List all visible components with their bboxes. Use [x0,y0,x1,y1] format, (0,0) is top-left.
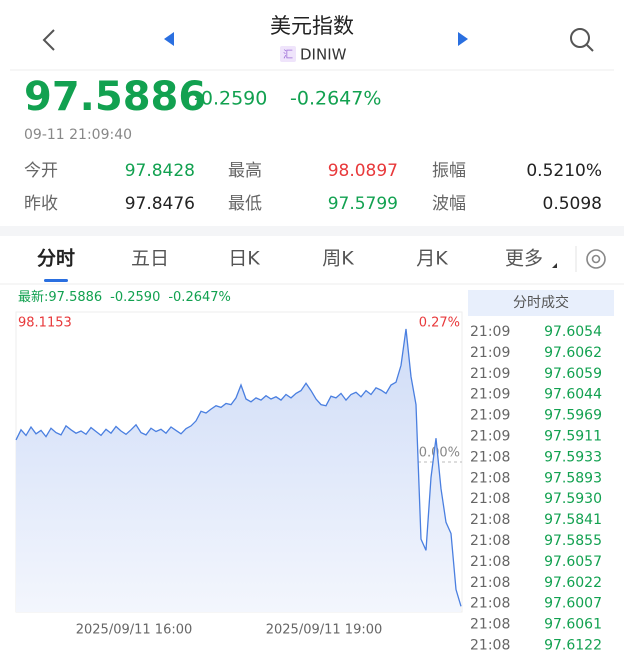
price-line [15,328,462,607]
trade-price: 97.6122 [544,638,602,654]
trade-price: 97.6007 [544,596,602,612]
next-button[interactable] [458,32,468,46]
trade-time: 21:08 [470,449,510,465]
stat-value: 97.5799 [328,194,398,214]
stat-label: 最高 [228,161,262,181]
ticker-code: DINIW [300,46,347,64]
trade-price: 97.5855 [544,533,602,549]
last-price: 97.5886 [24,74,206,120]
trade-price: 97.5969 [544,408,602,424]
trade-price: 97.6059 [544,366,602,382]
trade-time: 21:09 [470,387,510,403]
trade-time: 21:08 [470,470,510,486]
prev-button[interactable] [164,32,174,46]
market-icon: 汇 [283,48,293,61]
stat-label: 今开 [24,161,58,181]
trade-time: 21:08 [470,491,510,507]
dropdown-caret [552,263,557,268]
stat-label: 波幅 [432,194,466,214]
trades-title: 分时成交 [513,294,569,311]
y-tick-label: 98.1153 [18,316,72,331]
stat-value: 97.8428 [125,161,195,181]
x-tick-label: 2025/09/11 19:00 [266,623,383,638]
summary-part: -0.2647% [168,290,231,305]
summary-part: 97.5886 [48,290,102,305]
pct-tick-label: 0.00% [419,446,460,461]
trade-price: 97.6044 [544,387,602,403]
trade-time: 21:09 [470,429,510,445]
tab[interactable]: 更多 [505,248,543,270]
price-change: -0.2590 [194,88,267,110]
tab[interactable]: 周K [322,248,354,270]
latest-summary: 最新:97.5886 -0.2590 -0.2647% [18,289,231,305]
trade-price: 97.5930 [544,491,602,507]
trade-price: 97.6062 [544,345,602,361]
trade-time: 21:08 [470,638,510,654]
trade-price: 97.6022 [544,575,602,591]
stat-label: 振幅 [432,161,466,181]
stat-value: 0.5098 [543,194,602,214]
trade-price: 97.5841 [544,512,602,528]
market-badge [280,46,296,62]
x-tick-label: 2025/09/11 16:00 [76,623,193,638]
trade-price: 97.5933 [544,449,602,465]
quote-time: 09-11 21:09:40 [24,127,132,143]
settings-button[interactable] [586,249,606,269]
trade-time: 21:08 [470,575,510,591]
stat-value: 97.8476 [125,194,195,214]
trades-header-bg [468,290,614,316]
stat-value: 0.5210% [526,161,602,181]
tab[interactable]: 五日 [131,248,169,270]
trade-price: 97.5911 [544,429,602,445]
stat-label: 最低 [228,194,262,214]
trade-time: 21:08 [470,617,510,633]
trade-price: 97.5893 [544,470,602,486]
active-tab-indicator [44,279,68,282]
trade-time: 21:09 [470,408,510,424]
stat-label: 昨收 [24,194,58,214]
tab[interactable]: 日K [228,248,260,270]
tab[interactable]: 分时 [37,248,75,270]
price-area [16,329,461,612]
search-button[interactable] [570,28,594,52]
trade-time: 21:08 [470,596,510,612]
pct-tick-label: 0.27% [419,316,460,331]
trade-price: 97.6057 [544,554,602,570]
summary-part: -0.2590 [110,290,160,305]
stat-value: 98.0897 [328,161,398,181]
trade-time: 21:09 [470,366,510,382]
trade-time: 21:09 [470,345,510,361]
section-gap [0,226,624,236]
trade-time: 21:09 [470,324,510,340]
back-button[interactable] [42,29,55,51]
trade-price: 97.6054 [544,324,602,340]
tab[interactable]: 月K [416,248,448,270]
trade-time: 21:08 [470,533,510,549]
trade-time: 21:08 [470,512,510,528]
summary-part: 最新: [18,289,48,305]
price-change-pct: -0.2647% [290,88,381,110]
trade-price: 97.6061 [544,617,602,633]
page-title: 美元指数 [270,14,354,38]
trade-time: 21:08 [470,554,510,570]
